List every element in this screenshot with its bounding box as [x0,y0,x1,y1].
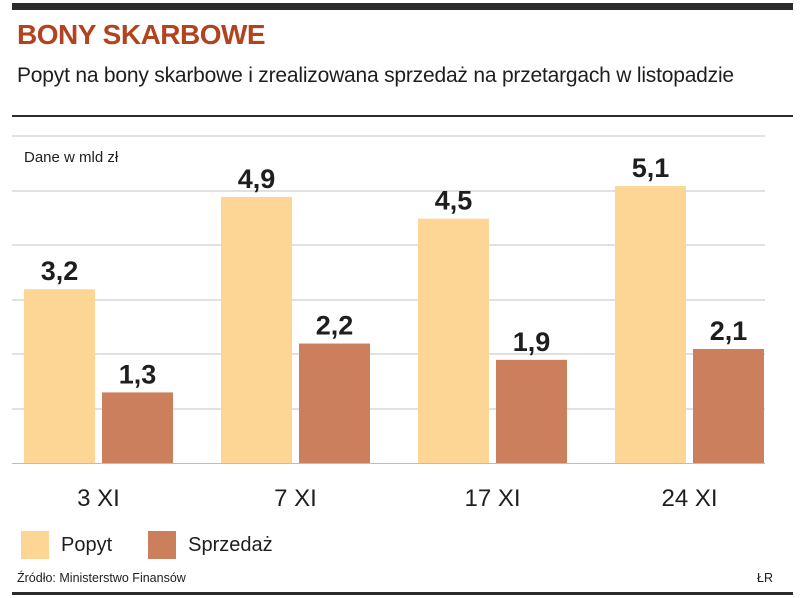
bar-sprzedaz [496,359,567,463]
data-label: 1,9 [513,327,551,357]
x-tick-label: 7 XI [274,485,317,512]
x-tick-label: 17 XI [464,485,520,512]
bar-sprzedaz [693,348,764,463]
source-note: Źródło: Ministerstwo Finansów [17,571,186,585]
top-rule [12,3,793,10]
unit-label: Dane w mld zł [24,149,119,166]
bar-popyt [418,218,489,463]
x-tick-label: 3 XI [77,485,120,512]
bar-popyt [24,289,95,463]
legend-label-sprzedaz: Sprzedaż [188,533,273,556]
legend-swatch-popyt [21,531,49,559]
legend: Popyt Sprzedaż [21,531,309,559]
data-label: 4,9 [238,164,276,194]
data-label: 4,5 [435,186,473,216]
data-label: 2,1 [710,316,748,346]
legend-label-popyt: Popyt [61,533,113,556]
chart-title: BONY SKARBOWE [17,19,266,50]
x-tick-label: 24 XI [661,485,717,512]
chart-subtitle: Popyt na bony skarbowe i zrealizowana sp… [17,64,734,87]
bottom-rule [12,592,793,595]
legend-item-sprzedaz: Sprzedaż [148,531,273,559]
data-label: 5,1 [632,153,670,183]
bar-sprzedaz [102,392,173,463]
bar-sprzedaz [299,343,370,463]
header-divider [12,115,793,117]
author-credit: ŁR [757,571,773,585]
data-label: 2,2 [316,311,354,341]
legend-item-popyt: Popyt [21,531,112,559]
data-label: 1,3 [119,359,157,389]
bar-popyt [615,186,686,463]
bar-popyt [221,196,292,463]
data-label: 3,2 [41,256,79,286]
legend-swatch-sprzedaz [148,531,177,559]
